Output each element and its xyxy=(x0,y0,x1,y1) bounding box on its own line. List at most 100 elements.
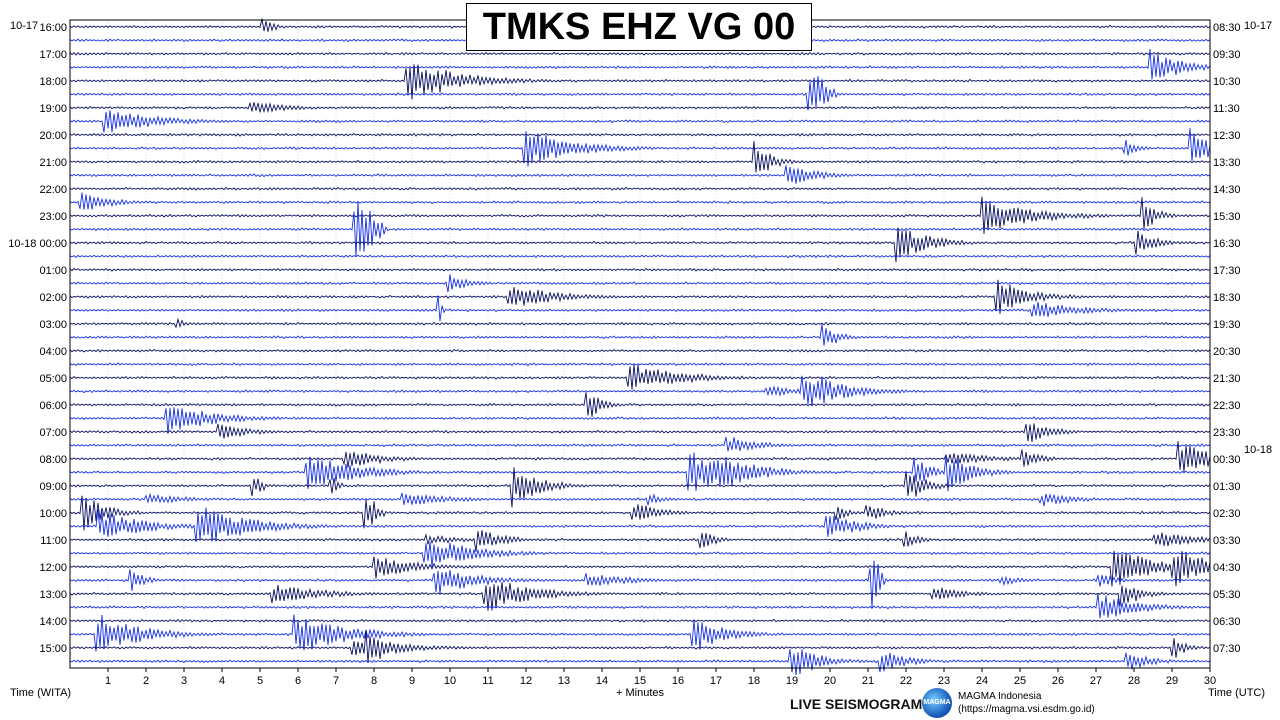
x-tick-label: 22 xyxy=(900,675,912,687)
seismic-trace xyxy=(69,317,1211,329)
left-hour-label: 20:00 xyxy=(39,130,67,142)
x-tick-label: 11 xyxy=(482,675,493,687)
seismic-trace xyxy=(69,132,1211,137)
x-tick-label: 24 xyxy=(976,675,988,687)
right-hour-label: 19:30 xyxy=(1213,319,1241,331)
live-seismogram-label: LIVE SEISMOGRAM xyxy=(790,696,923,712)
x-tick-label: 17 xyxy=(710,675,722,687)
right-hour-label: 08:30 xyxy=(1213,22,1241,34)
right-hour-label: 10:30 xyxy=(1213,76,1241,88)
seismic-trace xyxy=(69,467,1211,508)
left-hour-label: 01:00 xyxy=(39,265,67,277)
seismic-trace xyxy=(69,196,1211,234)
x-tick-label: 20 xyxy=(824,675,836,687)
left-hour-label: 07:00 xyxy=(39,427,67,439)
seismic-trace xyxy=(69,375,1211,407)
left-axis-label: Time (WITA) xyxy=(10,687,72,699)
left-hour-label: 10-18 00:00 xyxy=(8,238,67,250)
left-hour-label: 02:00 xyxy=(39,292,67,304)
left-hour-label: 14:00 xyxy=(39,616,67,628)
x-tick-label: 29 xyxy=(1166,675,1178,687)
right-hour-label: 04:30 xyxy=(1213,562,1241,574)
seismic-trace xyxy=(69,324,1211,346)
right-hour-label: 02:30 xyxy=(1213,508,1241,520)
x-tick-label: 7 xyxy=(333,675,339,687)
right-hour-label: 18:30 xyxy=(1213,292,1241,304)
x-tick-label: 13 xyxy=(558,675,570,687)
grid xyxy=(107,20,1173,668)
x-tick-label: 2 xyxy=(143,675,149,687)
right-hour-label: 23:30 xyxy=(1213,427,1241,439)
x-tick-label: 19 xyxy=(786,675,798,687)
seismic-trace xyxy=(69,201,1211,258)
seismic-trace xyxy=(69,550,1211,587)
left-hour-label: 06:00 xyxy=(39,400,67,412)
right-hour-label: 22:30 xyxy=(1213,400,1241,412)
seismic-trace xyxy=(69,593,1211,619)
chart-title: TMKS EHZ VG 00 xyxy=(482,6,796,48)
x-tick-label: 18 xyxy=(748,675,760,687)
seismic-trace xyxy=(69,165,1211,184)
right-hour-label: 06:30 xyxy=(1213,616,1241,628)
left-hour-label: 12:00 xyxy=(39,562,67,574)
x-tick-label: 14 xyxy=(596,675,608,687)
org-url[interactable]: (https://magma.vsi.esdm.go.id) xyxy=(958,704,1095,715)
x-axis-label: + Minutes xyxy=(616,687,664,699)
seismic-trace xyxy=(69,392,1211,417)
left-hour-label: 16:00 xyxy=(39,22,67,34)
seismic-trace xyxy=(69,492,1211,507)
x-tick-label: 9 xyxy=(409,675,415,687)
right-hour-label: 03:30 xyxy=(1213,535,1241,547)
x-tick-label: 5 xyxy=(257,675,263,687)
seismic-trace xyxy=(69,192,1211,210)
right-hour-label: 21:30 xyxy=(1213,373,1241,385)
seismic-traces xyxy=(69,18,1211,676)
org-name: MAGMA Indonesia xyxy=(958,691,1042,702)
x-tick-label: 26 xyxy=(1052,675,1064,687)
x-tick-label: 8 xyxy=(371,675,377,687)
left-time-labels: 16:00 17:00 18:00 19:00 20:00 21:00 22:00 23:00… xyxy=(8,22,67,655)
seismic-trace xyxy=(69,295,1211,322)
x-tick-label: 23 xyxy=(938,675,950,687)
seismic-trace xyxy=(69,186,1211,191)
left-hour-label: 13:00 xyxy=(39,589,67,601)
right-hour-label: 11:30 xyxy=(1213,103,1240,115)
right-hour-label: 13:30 xyxy=(1213,157,1241,169)
left-hour-label: 08:00 xyxy=(39,454,67,466)
right-date-change: 10-18 xyxy=(1244,444,1273,456)
seismic-trace xyxy=(69,530,1211,552)
right-axis-label: Time (UTC) xyxy=(1208,687,1266,699)
left-hour-label: 18:00 xyxy=(39,76,67,88)
right-hour-label: 14:30 xyxy=(1213,184,1241,196)
seismic-trace xyxy=(69,581,1211,611)
seismic-trace xyxy=(69,110,1211,133)
seismic-trace xyxy=(69,618,1211,623)
right-hour-label: 05:30 xyxy=(1213,589,1241,601)
seismic-trace xyxy=(69,76,1211,111)
seismic-trace xyxy=(69,436,1211,452)
seismic-trace xyxy=(69,541,1211,568)
x-tick-label: 12 xyxy=(520,675,532,687)
seismic-trace xyxy=(69,362,1211,367)
x-tick-label: 28 xyxy=(1128,675,1140,687)
x-tick-label: 6 xyxy=(295,675,301,687)
x-tick-label: 15 xyxy=(634,675,646,687)
seismic-trace xyxy=(69,614,1211,652)
left-hour-label: 05:00 xyxy=(39,373,67,385)
seismic-trace xyxy=(69,64,1211,100)
seismic-trace xyxy=(69,274,1211,293)
right-hour-label: 16:30 xyxy=(1213,238,1241,250)
left-hour-label: 09:00 xyxy=(39,481,67,493)
seismic-trace xyxy=(69,279,1211,314)
x-tick-label: 21 xyxy=(862,675,874,687)
seismic-trace xyxy=(69,51,1211,56)
left-hour-label: 21:00 xyxy=(39,157,67,169)
right-hour-label: 12:30 xyxy=(1213,130,1241,142)
x-tick-label: 4 xyxy=(219,675,225,687)
seismic-trace xyxy=(69,364,1211,390)
seismic-trace xyxy=(69,267,1211,272)
x-tick-label: 10 xyxy=(444,675,456,687)
seismic-trace xyxy=(69,348,1211,353)
left-hour-label: 19:00 xyxy=(39,103,67,115)
